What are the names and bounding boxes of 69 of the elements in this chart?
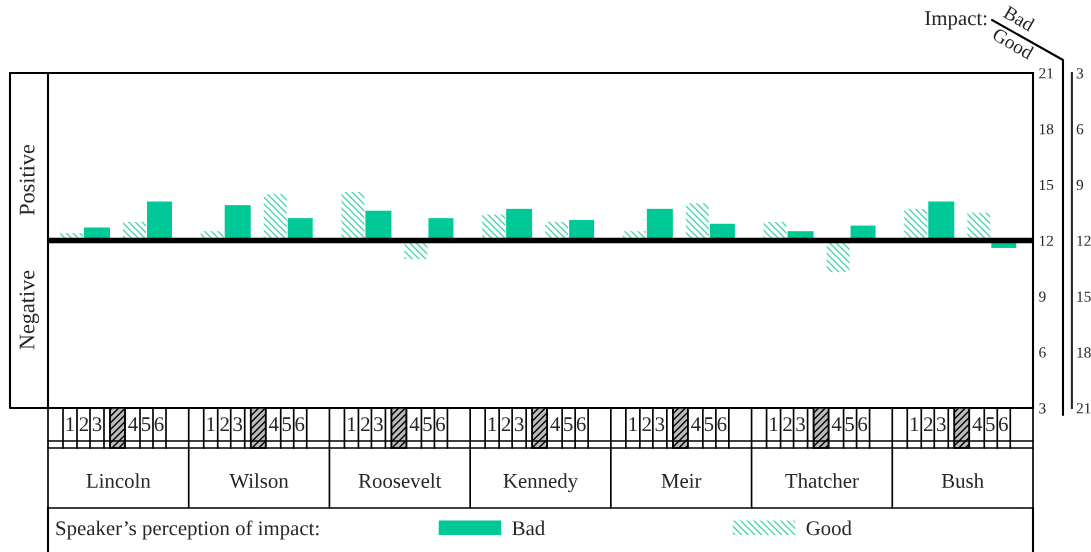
text: 1 xyxy=(629,417,637,432)
y2-tick-label: 18 xyxy=(1077,347,1091,358)
text: 1 xyxy=(348,417,356,432)
x-tick-label: Wilson xyxy=(229,473,289,489)
y-tick-label: 3 xyxy=(1039,403,1046,414)
text: 6 xyxy=(576,417,586,432)
x-tick-label: Kennedy xyxy=(503,473,579,493)
x-tick-label: Meir xyxy=(661,473,702,488)
legend-title: Speaker’s perception of impact: xyxy=(56,520,319,540)
y2-tick-label: 9 xyxy=(1076,179,1084,191)
text: 2 xyxy=(642,417,651,432)
text: 3 xyxy=(514,417,524,432)
text: 2 xyxy=(361,417,370,432)
text: 3 xyxy=(796,417,805,432)
text: 2 xyxy=(501,417,511,432)
x-tick-label: Thatcher xyxy=(785,473,859,488)
text: 2 xyxy=(79,417,89,432)
y2-tick-label: 15 xyxy=(1077,291,1091,302)
text: 3 xyxy=(655,417,665,432)
y2-tick-label: 6 xyxy=(1076,124,1084,135)
y-tick-label: 18 xyxy=(1039,123,1054,135)
text: 6 xyxy=(436,417,446,432)
text: 5 xyxy=(986,417,995,432)
text: Negative xyxy=(19,270,40,350)
y2-tick-label: 12 xyxy=(1077,235,1091,246)
y-tick-label: 9 xyxy=(1039,291,1046,302)
y-tick-label: 12 xyxy=(1039,235,1053,246)
text: 6 xyxy=(295,417,305,432)
text: 4 xyxy=(409,417,420,432)
text: 1 xyxy=(910,417,919,432)
text: 4 xyxy=(268,417,279,432)
text: 1 xyxy=(207,417,215,432)
text: Impact: xyxy=(925,11,987,30)
text: 5 xyxy=(423,417,432,432)
text: 2 xyxy=(923,417,933,432)
text: 1 xyxy=(770,417,778,432)
y-tick-label: 6 xyxy=(1039,347,1046,358)
text: 4 xyxy=(128,417,138,432)
text: 6 xyxy=(717,417,727,432)
text: 3 xyxy=(374,417,383,432)
text: 5 xyxy=(704,417,714,432)
x-tick-label: Roosevelt xyxy=(358,473,442,488)
text: 2 xyxy=(220,417,229,432)
text: 2 xyxy=(783,417,792,432)
text: 4 xyxy=(550,417,561,432)
text: 6 xyxy=(998,417,1008,432)
text: 1 xyxy=(488,417,497,432)
y-tick-label: 21 xyxy=(1039,68,1053,79)
text: 3 xyxy=(937,417,946,432)
text: 6 xyxy=(858,417,868,432)
text: 4 xyxy=(691,417,701,432)
text: 1 xyxy=(66,417,74,432)
x-tick-label: Bush xyxy=(941,473,984,488)
text: 3 xyxy=(92,417,102,432)
y2-tick-label: 3 xyxy=(1076,68,1084,79)
y2-tick-label: 21 xyxy=(1076,403,1091,414)
text: 5 xyxy=(845,417,854,432)
text: Positive xyxy=(19,144,35,216)
text: 6 xyxy=(154,417,164,432)
x-tick-label: Lincoln xyxy=(86,473,151,488)
text: 4 xyxy=(831,417,842,432)
legend-label: Good xyxy=(806,520,852,536)
legend-label: Bad xyxy=(512,520,545,536)
text: 4 xyxy=(972,417,983,432)
text: 5 xyxy=(142,417,151,432)
text: 5 xyxy=(564,417,573,432)
y-tick-label: 15 xyxy=(1039,179,1054,191)
text: 5 xyxy=(282,417,292,432)
text: 3 xyxy=(233,417,243,432)
